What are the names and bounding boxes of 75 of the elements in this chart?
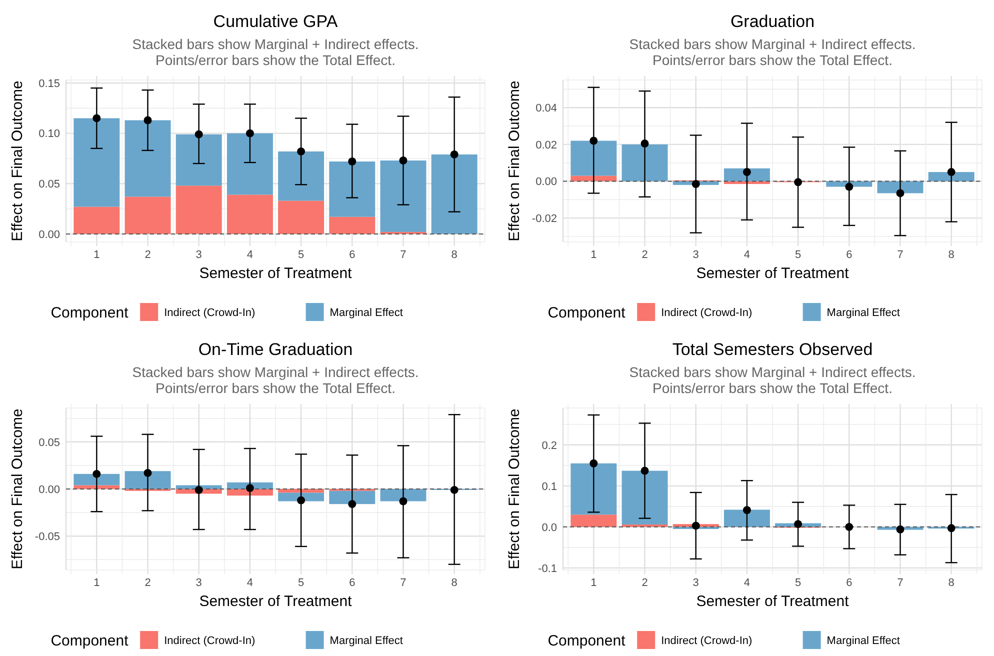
y-tick-label: 0.0 [542, 522, 557, 534]
x-tick-label: 8 [948, 577, 954, 589]
x-tick-label: 1 [590, 249, 597, 261]
x-tick-label: 6 [846, 249, 852, 261]
x-tick-label: 5 [794, 577, 802, 589]
x-tick-label: 3 [692, 577, 699, 589]
x-tick-label: 5 [794, 249, 802, 261]
x-tick-label: 5 [298, 249, 304, 261]
x-tick-label: 1 [94, 249, 100, 261]
x-tick-label: 4 [246, 577, 254, 589]
y-tick-label: 0.04 [536, 102, 557, 114]
x-axis-title: Semester of Treatment [199, 593, 353, 610]
x-axis-title: Semester of Treatment [696, 593, 850, 610]
x-tick-label: 8 [948, 249, 954, 261]
legend-title: Component [50, 632, 130, 650]
legend-label: Indirect (Crowd-In) [164, 306, 256, 319]
y-tick-label: 0.2 [542, 440, 557, 452]
legend-label: Indirect (Crowd-In) [164, 634, 256, 647]
x-tick-label: 7 [897, 577, 904, 589]
chart-title: On-Time Graduation [198, 340, 353, 359]
x-tick-label: 8 [451, 249, 458, 261]
legend-label: Marginal Effect [330, 634, 403, 647]
chart-subtitle: Stacked bars show Marginal + Indirect effects. Points/error bars show the Total Effect. [132, 36, 419, 68]
x-tick-label: 4 [744, 249, 750, 261]
x-tick-label: 3 [692, 249, 699, 261]
x-tick-label: 7 [897, 249, 904, 261]
y-axis-title: Effect on Final Outcome [9, 408, 26, 570]
legend-label: Marginal Effect [826, 634, 900, 647]
x-axis-title: Semester of Treatment [199, 265, 353, 282]
x-tick-label: 2 [144, 249, 151, 261]
y-axis-title: Effect on Final Outcome [9, 80, 26, 242]
x-tick-label: 6 [349, 577, 356, 589]
legend-label: Marginal Effect [330, 306, 403, 319]
x-tick-label: 5 [298, 577, 304, 589]
y-tick-label: 0.1 [542, 480, 557, 493]
x-tick-label: 7 [400, 577, 406, 589]
x-tick-label: 3 [196, 577, 202, 589]
legend-title: Component [548, 304, 626, 322]
y-tick-label: 0.05 [38, 178, 60, 190]
y-tick-label: -0.1 [538, 562, 557, 575]
y-tick-label: 0.00 [38, 484, 60, 496]
y-axis-title: Effect on Final Outcome [506, 80, 523, 242]
legend-title: Component [548, 632, 626, 650]
x-tick-label: 4 [744, 577, 750, 589]
x-tick-label: 2 [642, 577, 648, 589]
x-tick-label: 7 [400, 249, 406, 261]
y-tick-label: -0.05 [34, 530, 60, 543]
x-tick-label: 1 [94, 577, 100, 589]
legend-label: Marginal Effect [826, 306, 900, 319]
x-tick-label: 2 [642, 249, 648, 261]
y-tick-label: 0.00 [536, 176, 557, 188]
x-tick-label: 3 [196, 249, 202, 261]
y-axis-title: Effect on Final Outcome [506, 408, 523, 570]
chart-title: Total Semesters Observed [672, 340, 873, 359]
chart-subtitle: Stacked bars show Marginal + Indirect effects. Points/error bars show the Total Effect. [132, 364, 419, 396]
y-tick-label: 0.00 [38, 228, 60, 241]
x-tick-label: 8 [451, 577, 458, 589]
chart-title: Graduation [730, 12, 815, 31]
x-tick-label: 1 [590, 577, 597, 589]
y-tick-label: 0.15 [38, 78, 60, 90]
x-tick-label: 4 [246, 249, 254, 261]
y-tick-label: 0.02 [536, 139, 557, 152]
legend-title: Component [50, 304, 130, 322]
chart-subtitle: Stacked bars show Marginal + Indirect effects. Points/error bars show the Total Effect. [629, 36, 916, 68]
y-tick-label: 0.05 [38, 436, 60, 449]
legend-label: Indirect (Crowd-In) [661, 634, 752, 647]
x-tick-label: 6 [349, 249, 356, 261]
y-tick-label: -0.02 [532, 212, 557, 225]
chart-subtitle: Stacked bars show Marginal + Indirect effects. Points/error bars show the Total Effect. [629, 364, 916, 396]
y-tick-label: 0.10 [38, 128, 60, 140]
x-tick-label: 2 [144, 577, 151, 589]
x-tick-label: 6 [846, 577, 852, 589]
legend-label: Indirect (Crowd-In) [661, 306, 752, 319]
chart-title: Cumulative GPA [213, 12, 338, 31]
x-axis-title: Semester of Treatment [696, 265, 850, 282]
